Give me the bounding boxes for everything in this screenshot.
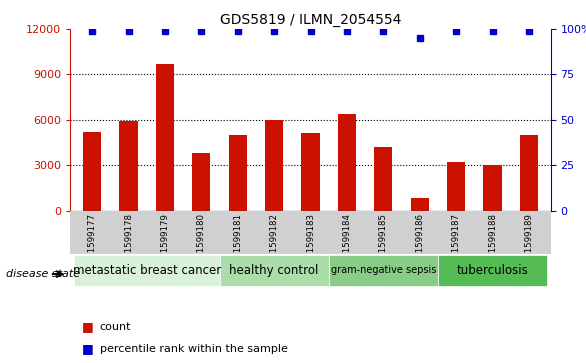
Bar [301, 133, 320, 211]
Text: GSM1599186: GSM1599186 [415, 213, 424, 271]
FancyBboxPatch shape [74, 255, 220, 286]
Bar [156, 64, 174, 211]
Text: disease state: disease state [6, 269, 80, 279]
Title: GDS5819 / ILMN_2054554: GDS5819 / ILMN_2054554 [220, 13, 401, 26]
Text: GSM1599180: GSM1599180 [197, 213, 206, 271]
Text: healthy control: healthy control [230, 264, 319, 277]
Text: GSM1599188: GSM1599188 [488, 213, 497, 271]
Bar [192, 153, 210, 211]
Bar [120, 121, 138, 211]
Text: count: count [100, 322, 131, 333]
Bar [229, 135, 247, 211]
Bar [83, 132, 101, 211]
FancyBboxPatch shape [438, 255, 547, 286]
Bar [520, 135, 538, 211]
Text: ■: ■ [82, 342, 94, 355]
Bar [447, 162, 465, 211]
Text: tuberculosis: tuberculosis [456, 264, 529, 277]
Text: GSM1599178: GSM1599178 [124, 213, 133, 271]
Text: GSM1599187: GSM1599187 [452, 213, 461, 271]
Text: percentile rank within the sample: percentile rank within the sample [100, 344, 288, 354]
Text: GSM1599179: GSM1599179 [161, 213, 169, 270]
Text: metastatic breast cancer: metastatic breast cancer [73, 264, 221, 277]
Text: gram-negative sepsis: gram-negative sepsis [331, 265, 436, 276]
Text: GSM1599184: GSM1599184 [342, 213, 352, 271]
FancyBboxPatch shape [329, 255, 438, 286]
Text: GSM1599185: GSM1599185 [379, 213, 388, 271]
Text: GSM1599183: GSM1599183 [306, 213, 315, 271]
Text: GSM1599182: GSM1599182 [270, 213, 279, 271]
Bar [338, 114, 356, 211]
Text: ■: ■ [82, 320, 94, 333]
Text: GSM1599189: GSM1599189 [524, 213, 533, 270]
Bar [483, 165, 502, 211]
Bar [374, 147, 393, 211]
Text: GSM1599177: GSM1599177 [88, 213, 97, 271]
FancyBboxPatch shape [220, 255, 329, 286]
Bar [265, 120, 283, 211]
Text: GSM1599181: GSM1599181 [233, 213, 242, 271]
Bar [411, 199, 429, 211]
